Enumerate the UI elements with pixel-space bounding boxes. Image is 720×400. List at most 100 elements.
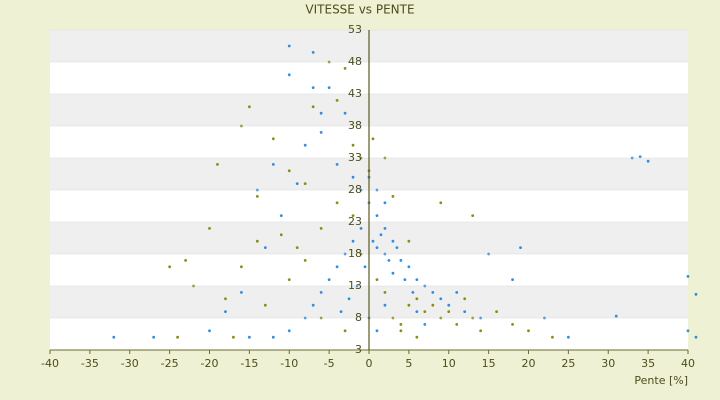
data-point [303, 143, 307, 147]
data-point [431, 303, 435, 307]
data-point [347, 297, 351, 301]
data-point [399, 259, 403, 262]
data-point [335, 201, 339, 205]
data-point [399, 329, 403, 333]
data-point [224, 297, 227, 301]
data-point [519, 246, 522, 250]
data-point [335, 163, 339, 166]
data-point [311, 86, 315, 89]
data-point [383, 227, 387, 230]
x-tick-label: -30 [121, 357, 139, 370]
data-point [287, 329, 291, 333]
data-point [455, 291, 459, 294]
data-point [423, 323, 427, 326]
data-point [439, 201, 443, 205]
data-point [383, 201, 387, 205]
data-point [319, 227, 323, 230]
x-tick-label: -20 [201, 357, 219, 370]
data-point [263, 246, 267, 250]
x-tick-label: -10 [280, 357, 298, 370]
data-point [511, 278, 514, 281]
data-point [431, 291, 435, 294]
data-point [415, 278, 419, 281]
data-point [686, 329, 690, 333]
data-point [463, 297, 467, 301]
data-point [614, 314, 618, 318]
x-tick-label: 30 [601, 357, 615, 370]
data-point [176, 335, 180, 339]
data-point [391, 195, 395, 198]
data-point [343, 111, 347, 115]
data-point [551, 335, 554, 339]
data-point [694, 335, 698, 339]
data-point [407, 265, 411, 269]
data-point [455, 323, 459, 326]
data-point [566, 335, 570, 339]
data-point [287, 278, 291, 281]
data-point [415, 335, 419, 339]
y-tick-label: 53 [348, 23, 362, 36]
data-point [387, 259, 391, 262]
data-point [447, 310, 451, 313]
x-tick-label: -25 [161, 357, 179, 370]
data-point [339, 310, 343, 313]
data-point [224, 310, 227, 313]
data-point [343, 67, 347, 70]
data-point [463, 310, 467, 313]
data-point [184, 259, 187, 262]
data-point [327, 278, 331, 281]
data-point [403, 278, 407, 281]
data-point [391, 271, 395, 275]
x-tick-label: 20 [522, 357, 536, 370]
y-tick-label: 43 [348, 87, 362, 100]
y-tick-label: 8 [355, 311, 362, 324]
x-axis-title: Pente [%] [634, 374, 688, 387]
data-point [646, 159, 650, 163]
data-point [363, 265, 367, 269]
data-point [208, 329, 211, 333]
data-point [263, 303, 267, 307]
data-point [319, 111, 323, 115]
x-tick-label: 0 [366, 357, 373, 370]
y-tick-label: 33 [348, 151, 362, 164]
data-point [287, 44, 291, 48]
data-point [694, 292, 698, 296]
x-tick-label: 5 [405, 357, 412, 370]
y-tick-label: 18 [348, 247, 362, 260]
data-point [271, 137, 275, 141]
data-point [471, 214, 475, 218]
x-tick-label: 25 [561, 357, 575, 370]
data-point [479, 329, 483, 333]
data-point [208, 227, 211, 230]
data-point [407, 303, 411, 307]
data-point [112, 335, 116, 339]
y-tick-label: 23 [348, 215, 362, 228]
data-point [407, 239, 411, 243]
data-point [303, 259, 307, 262]
data-point [399, 323, 403, 326]
data-point [279, 214, 283, 218]
data-point [511, 323, 514, 326]
x-tick-label: 35 [641, 357, 655, 370]
data-point [240, 265, 243, 269]
data-point [303, 182, 307, 186]
data-point [638, 155, 642, 159]
data-point [351, 239, 355, 243]
data-point [335, 265, 339, 269]
data-point [375, 329, 379, 333]
data-point [439, 297, 443, 301]
data-point [168, 265, 172, 269]
x-tick-label: 40 [681, 357, 695, 370]
data-point [271, 335, 275, 339]
data-point [371, 137, 375, 141]
data-point [295, 246, 299, 250]
data-point [319, 131, 323, 134]
data-point [383, 303, 387, 307]
data-point [351, 143, 355, 147]
y-tick-label: 13 [348, 279, 362, 292]
data-point [152, 335, 156, 339]
data-point [232, 335, 235, 339]
data-point [375, 278, 379, 281]
